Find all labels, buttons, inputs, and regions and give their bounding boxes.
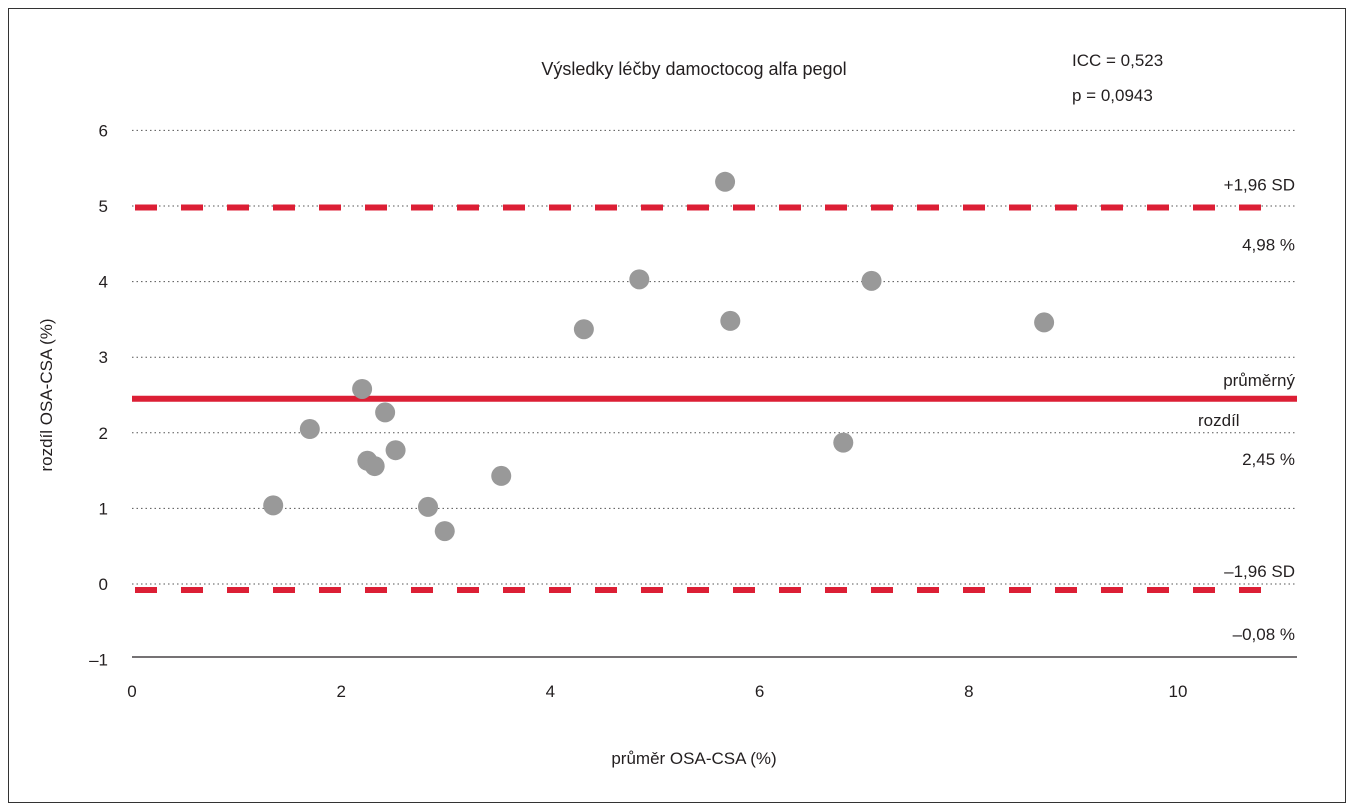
x-tick-label: 0 [127,682,136,701]
data-point [375,402,396,423]
y-tick-label: –1 [89,651,108,670]
y-tick-label: 0 [99,575,108,594]
y-tick-label: 1 [99,499,108,518]
mean-value: 2,45 % [1242,450,1295,469]
gridlines [132,129,1297,585]
y-tick-label: 6 [99,121,108,140]
data-point [418,496,439,517]
data-point [352,378,373,399]
x-axis-title: průměr OSA-CSA (%) [611,749,776,768]
x-tick-label: 2 [336,682,345,701]
y-tick-label: 5 [99,197,108,216]
data-point [385,440,406,461]
x-tick-label: 10 [1169,682,1188,701]
x-tick-labels: 0 2 4 6 8 10 [127,682,1187,701]
data-point [720,310,741,331]
data-point [715,171,736,192]
data-point [434,521,455,542]
data-points [263,171,1055,542]
lower-limit-value: –0,08 % [1233,625,1295,644]
data-point [1034,312,1055,333]
chart-title: Výsledky léčby damoctocog alfa pegol [541,59,846,79]
data-point [299,419,320,440]
upper-limit-value: 4,98 % [1242,236,1295,255]
reference-labels: +1,96 SD 4,98 % průměrný rozdíl 2,45 % –1,96 … [1198,176,1295,645]
icc-value: ICC = 0,523 [1072,51,1163,70]
mean-label-second-line: rozdíl [1198,411,1240,430]
reference-lines [132,204,1297,594]
p-value: p = 0,0943 [1072,86,1153,105]
x-tick-label: 4 [546,682,555,701]
data-point [629,269,650,290]
y-tick-labels: –1 0 1 2 3 4 5 6 [89,121,108,669]
x-tick-label: 6 [755,682,764,701]
mean-label: průměrný [1223,371,1295,390]
data-point [491,465,512,486]
data-point [833,432,854,453]
y-tick-label: 3 [99,348,108,367]
y-tick-label: 2 [99,424,108,443]
data-point [364,456,385,477]
upper-limit-label: +1,96 SD [1224,176,1295,195]
x-tick-label: 8 [964,682,973,701]
chart-frame [8,8,1346,803]
lower-limit-label: –1,96 SD [1224,562,1295,581]
y-tick-label: 4 [99,273,108,292]
data-point [573,319,594,340]
y-axis-title: rozdíl OSA-CSA (%) [37,318,56,471]
data-point [861,270,882,291]
data-point [263,495,284,516]
